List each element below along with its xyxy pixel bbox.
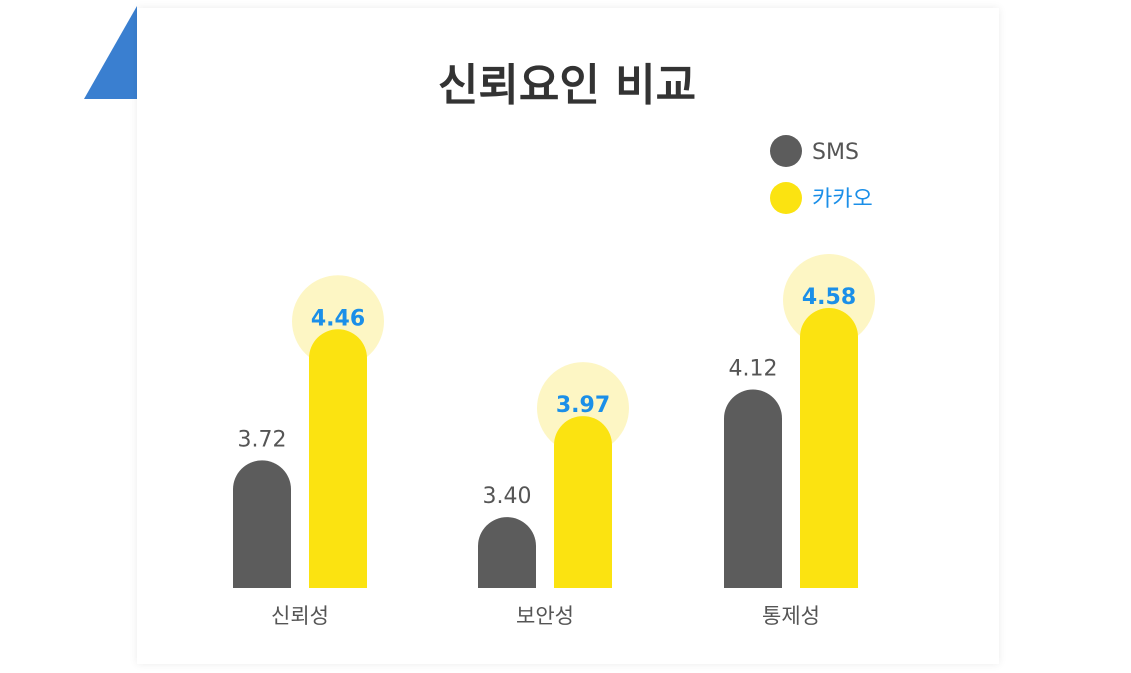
legend: SMS 카카오: [770, 135, 873, 214]
labels-layer: 3.72 4.46 신뢰성 3.40 3.97 보안성 4.12 4.58 통제성: [238, 285, 857, 628]
legend-swatch-sms: [770, 135, 802, 167]
bar-kakao-2: [554, 416, 612, 588]
value-label-kakao-3: 4.58: [802, 285, 856, 310]
category-label-3: 통제성: [762, 604, 820, 628]
bars-layer: [233, 254, 875, 588]
bar-sms-1: [233, 460, 291, 588]
value-label-kakao-2: 3.97: [556, 393, 610, 418]
corner-triangle-decoration: [84, 6, 137, 99]
bar-kakao-3: [800, 308, 858, 588]
chart-canvas: 신뢰요인 비교 SMS 카카오 3.72 4.46 신뢰성 3.40 3.97 보안성 4.…: [233, 60, 875, 628]
chart-card: 신뢰요인 비교 SMS 카카오 3.72 4.46 신뢰성 3.40 3.97 보안성 4.…: [137, 8, 999, 664]
value-label-sms-2: 3.40: [483, 484, 532, 509]
category-label-1: 신뢰성: [271, 604, 329, 628]
bar-sms-2: [478, 517, 536, 588]
chart-title: 신뢰요인 비교: [438, 60, 696, 111]
value-label-kakao-1: 4.46: [311, 306, 365, 331]
bar-kakao-1: [309, 329, 367, 588]
bar-sms-3: [724, 389, 782, 588]
legend-label-kakao: 카카오: [812, 187, 873, 212]
category-label-2: 보안성: [516, 604, 574, 628]
value-label-sms-1: 3.72: [238, 427, 287, 452]
value-label-sms-3: 4.12: [729, 357, 778, 382]
legend-label-sms: SMS: [812, 140, 859, 165]
legend-swatch-kakao: [770, 182, 802, 214]
